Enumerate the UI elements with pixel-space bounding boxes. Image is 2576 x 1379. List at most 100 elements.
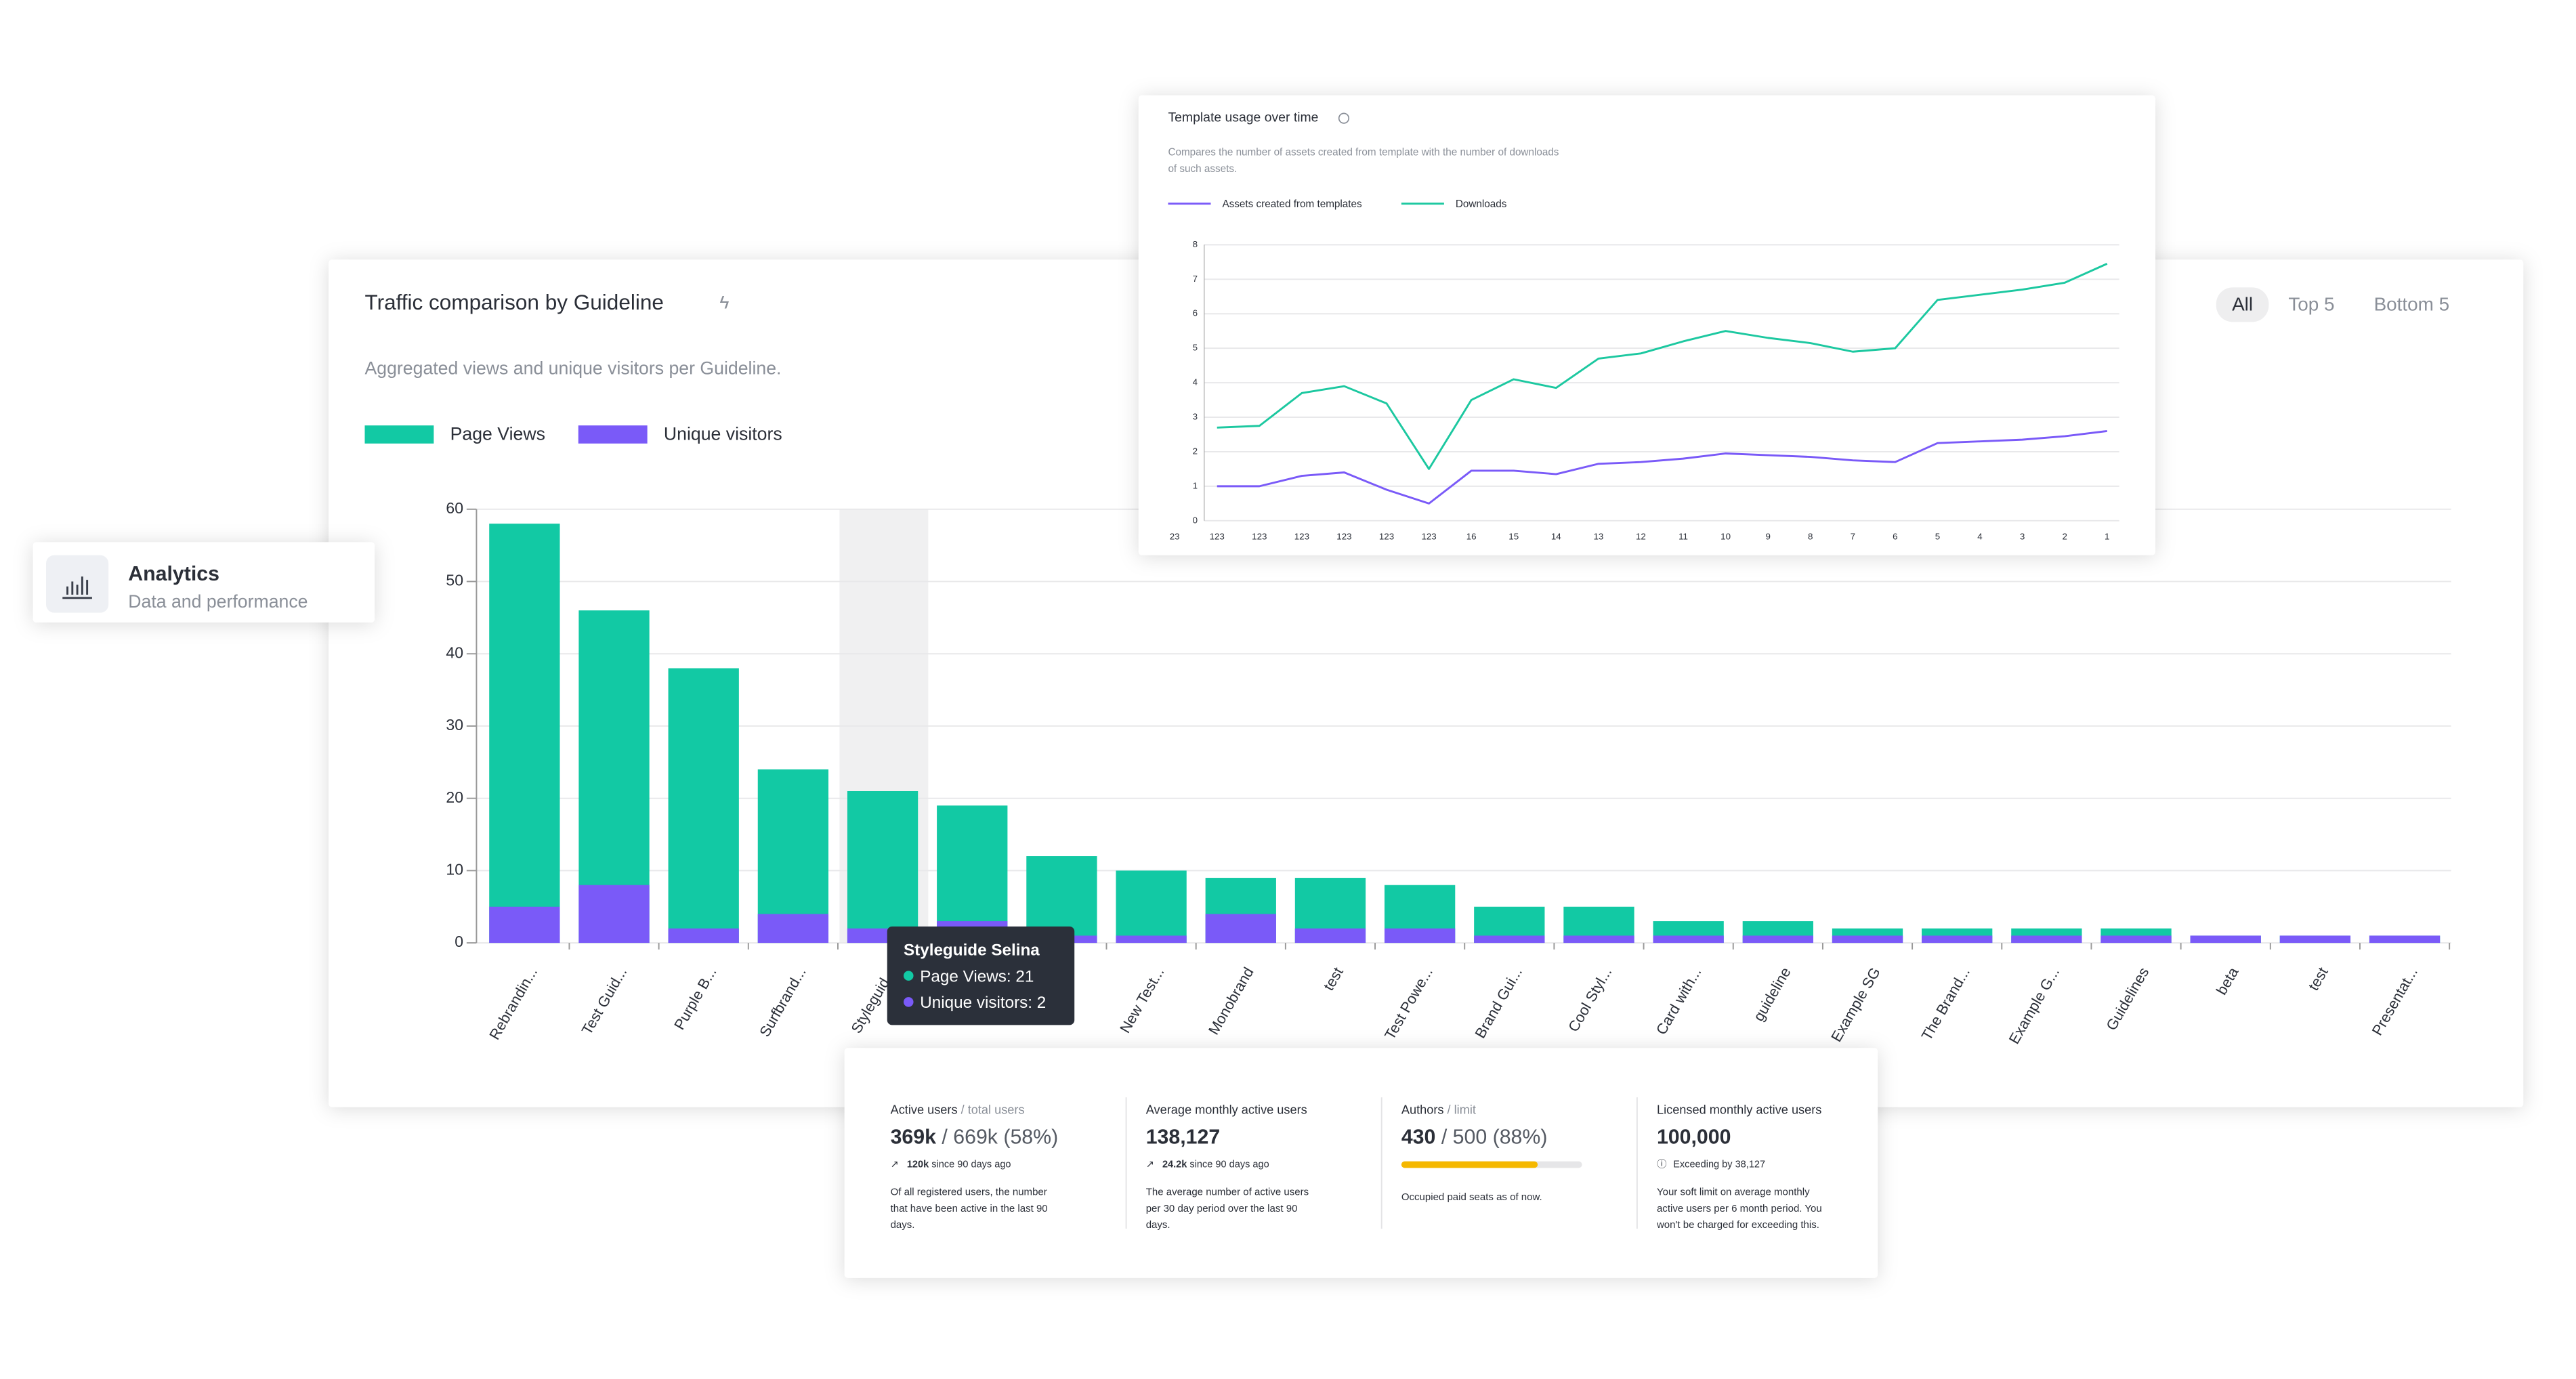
kpi-change-note: since 90 days ago [931, 1159, 1011, 1170]
bar [1205, 914, 1276, 943]
kpi-sublabel: / limit [1443, 1103, 1475, 1116]
tooltip-item: Unique visitors: 2 [920, 994, 1046, 1012]
legend-label: Unique visitors [664, 424, 782, 444]
kpi-description: Your soft limit on average monthly [1657, 1187, 1810, 1198]
x-tick-label: 12 [1636, 532, 1646, 542]
kpi-change-value: 120k [907, 1159, 929, 1170]
icon [1338, 112, 1350, 124]
kpi-card [844, 1048, 1878, 1278]
bar [2011, 935, 2082, 943]
y-tick-label: 40 [446, 643, 463, 661]
x-tick-label: 123 [1336, 532, 1351, 542]
kpi-subvalue: / 500 (88%) [1435, 1126, 1547, 1149]
kpi-icon: ⓘ [1657, 1158, 1667, 1170]
kpi-description: days. [891, 1219, 915, 1231]
line-series [1217, 263, 2108, 470]
bar [489, 524, 560, 943]
bar [1922, 935, 1993, 943]
filter[interactable]: All [2232, 293, 2253, 314]
bar [1474, 935, 1545, 943]
x-tick-label: 123 [1252, 532, 1267, 542]
y-tick-label: 50 [446, 572, 463, 589]
y-tick-label: 3 [1193, 412, 1198, 422]
icon [62, 576, 92, 599]
kpi-label: Average monthly active users [1146, 1103, 1307, 1116]
x-tick-label: 16 [1466, 532, 1477, 542]
kpi-change: Exceeding by 38,127 [1673, 1159, 1765, 1170]
kpi-label: Active users / total users [891, 1103, 1025, 1116]
x-tick-label: 10 [1720, 532, 1731, 542]
filter[interactable]: Bottom 5 [2374, 293, 2450, 314]
kpi-icon: ↗ [891, 1159, 899, 1170]
kpi-value-text: 369k [891, 1126, 937, 1149]
chart-subtitle: of such assets. [1168, 163, 1237, 175]
chart-subtitle: Compares the number of assets created fr… [1168, 147, 1559, 158]
x-tick-label: 4 [1977, 532, 1983, 542]
kpi-change: 120k since 90 days ago [907, 1159, 1011, 1170]
x-tick-label: 13 [1593, 532, 1603, 542]
kpi-value-text: 100,000 [1657, 1126, 1731, 1149]
legend: Assets created from templates Downloads [1168, 198, 1507, 210]
kpi-value-text: 430 [1401, 1126, 1436, 1149]
bar [578, 885, 650, 943]
x-tick-label: 1 [2105, 532, 2109, 542]
x-tick-label: 7 [1851, 532, 1855, 542]
kpi-description: per 30 day period over the last 90 [1146, 1203, 1298, 1214]
kpi-label-text: Authors [1401, 1103, 1444, 1116]
bar [937, 805, 1008, 943]
kpi-value: 100,000 [1657, 1126, 1731, 1149]
legend-label: Page Views [450, 424, 545, 444]
bar [1116, 870, 1187, 943]
kpis: Active users / total users 369k / 669k (5… [891, 1097, 1822, 1231]
y-tick-label: 1 [1193, 480, 1198, 490]
legend-swatch [364, 425, 434, 444]
kpi-sublabel: / total users [958, 1103, 1025, 1116]
kpi-description: that have been active in the last 90 [891, 1203, 1048, 1214]
kpi-label: Licensed monthly active users [1657, 1103, 1821, 1116]
bar [1384, 928, 1456, 943]
tooltip-title: Styleguide Selina [904, 941, 1040, 960]
bar [1653, 935, 1724, 943]
x-tick-label: 9 [1765, 532, 1770, 542]
kpi-value: 430 / 500 (88%) [1401, 1126, 1548, 1149]
kpi-description: The average number of active users [1146, 1187, 1309, 1198]
bar [1294, 928, 1366, 943]
x-tick-label: 123 [1379, 532, 1394, 542]
tooltip-dot [903, 997, 914, 1007]
y-tick-label: 5 [1193, 343, 1198, 353]
x-tick-label: 2 [2062, 532, 2067, 542]
badge-title: Analytics [128, 563, 219, 585]
kpi-label-text: Average monthly active users [1146, 1103, 1307, 1116]
chart-title: Traffic comparison by Guideline [365, 290, 664, 314]
filter[interactable]: Top 5 [2288, 293, 2334, 314]
y-tick-label: 10 [446, 860, 463, 878]
bar [1742, 935, 1813, 943]
legend-label: Assets created from templates [1222, 198, 1362, 210]
x-tick-label: 123 [1294, 532, 1309, 542]
bar [2190, 935, 2261, 943]
y-tick-label: 4 [1193, 377, 1198, 387]
tooltip [887, 926, 1075, 1025]
bar [668, 928, 739, 943]
x-tick-label: 23 [1170, 532, 1180, 542]
legend-label: Downloads [1456, 198, 1507, 210]
kpi-description: Of all registered users, the number [891, 1187, 1047, 1198]
kpi-value-text: 138,127 [1146, 1126, 1221, 1149]
progress-fill [1401, 1161, 1538, 1168]
x-tick-label: 11 [1678, 532, 1688, 542]
badge [33, 542, 375, 623]
bar [1832, 935, 1903, 943]
y-tick-label: 6 [1193, 308, 1198, 318]
kpi-change-note: Exceeding by 38,127 [1673, 1159, 1765, 1170]
x-tick-label: 123 [1210, 532, 1225, 542]
y-tick-label: 8 [1193, 239, 1198, 249]
kpi-subvalue: / 669k (58%) [936, 1126, 1058, 1149]
filter-pill[interactable] [2216, 287, 2269, 322]
y-tick-label: 2 [1193, 446, 1198, 456]
kpi-label: Authors / limit [1401, 1103, 1476, 1116]
kpi-change: 24.2k since 90 days ago [1162, 1159, 1269, 1170]
